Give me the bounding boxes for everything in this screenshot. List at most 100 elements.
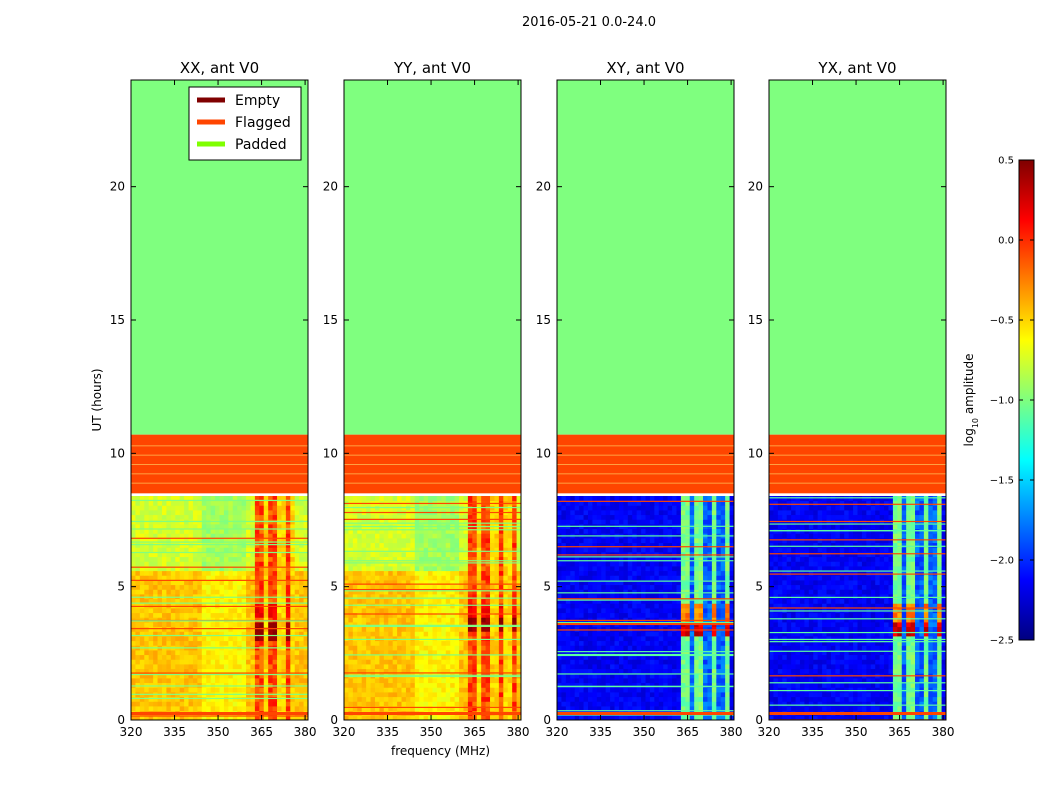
- heat-cell: [587, 692, 593, 698]
- heat-cell: [254, 612, 260, 618]
- heat-cell: [161, 696, 167, 702]
- heat-cell: [210, 706, 216, 712]
- heat-cell: [374, 682, 380, 688]
- heat-cell: [472, 519, 478, 525]
- heat-cell: [481, 654, 486, 660]
- heat-cell: [135, 589, 141, 595]
- heat-cell: [707, 650, 713, 656]
- heat-cell: [210, 687, 216, 693]
- heat-cell: [614, 645, 620, 651]
- heat-cell: [685, 603, 691, 609]
- heat-cell: [405, 538, 411, 544]
- heat-cell: [281, 594, 287, 600]
- heat-cell: [383, 696, 389, 702]
- heat-cell: [392, 570, 398, 576]
- data-line: [344, 613, 521, 615]
- heat-cell: [374, 701, 380, 707]
- heat-cell: [485, 636, 491, 642]
- heat-cell: [184, 650, 189, 656]
- heat-cell: [232, 524, 238, 530]
- heat-cell: [294, 696, 300, 702]
- heat-cell: [219, 547, 225, 553]
- heat-cell: [663, 659, 669, 665]
- heat-cell: [476, 552, 482, 558]
- heat-cell: [210, 510, 216, 516]
- heat-cell: [450, 566, 456, 572]
- heat-cell: [689, 640, 695, 646]
- heat-cell: [161, 533, 167, 539]
- heat-cell: [294, 570, 300, 576]
- heat-cell: [601, 636, 607, 642]
- heat-cell: [423, 626, 429, 632]
- heat-cell: [614, 650, 620, 656]
- heat-cell: [436, 598, 442, 604]
- heat-cell: [720, 701, 726, 707]
- heat-cell: [383, 514, 389, 520]
- heat-cell: [223, 631, 229, 637]
- heat-cell: [676, 678, 682, 684]
- heat-cell: [507, 496, 513, 502]
- heat-cell: [131, 598, 136, 604]
- heat-cell: [507, 706, 513, 712]
- heat-cell: [565, 636, 571, 642]
- heat-cell: [720, 706, 726, 712]
- heat-cell: [481, 701, 486, 707]
- heat-cell: [649, 608, 655, 614]
- heat-cell: [610, 631, 615, 637]
- heat-cell: [161, 496, 167, 502]
- heat-cell: [503, 626, 509, 632]
- heat-cell: [570, 598, 576, 604]
- heat-cell: [680, 612, 686, 618]
- heat-cell: [250, 682, 256, 688]
- heat-cell: [649, 640, 655, 646]
- heat-cell: [290, 584, 296, 590]
- heat-cell: [720, 692, 726, 698]
- heat-cell: [711, 631, 717, 637]
- heat-cell: [512, 547, 517, 553]
- heat-cell: [223, 673, 229, 679]
- heat-cell: [153, 594, 158, 600]
- heat-cell: [144, 556, 150, 562]
- heat-cell: [184, 608, 189, 614]
- heat-cell: [197, 556, 203, 562]
- heat-cell: [352, 528, 358, 534]
- heat-cell: [587, 645, 593, 651]
- heat-cell: [392, 598, 398, 604]
- heat-cell: [219, 556, 225, 562]
- heat-cell: [694, 654, 699, 660]
- heat-cell: [299, 538, 304, 544]
- heat-cell: [410, 575, 416, 581]
- heat-cell: [592, 659, 598, 665]
- heat-cell: [272, 528, 278, 534]
- heat-cell: [623, 706, 629, 712]
- heat-cell: [627, 612, 633, 618]
- heat-cell: [144, 636, 150, 642]
- heat-cell: [720, 650, 726, 656]
- heat-cell: [467, 706, 473, 712]
- heat-cell: [667, 626, 673, 632]
- heat-cell: [485, 603, 491, 609]
- heat-cell: [135, 696, 141, 702]
- flag-stripe: [344, 445, 521, 447]
- heat-cell: [703, 626, 708, 632]
- heat-cell: [401, 696, 407, 702]
- heat-cell: [241, 598, 247, 604]
- heat-cell: [285, 612, 291, 618]
- heat-cell: [632, 692, 638, 698]
- heat-cell: [148, 570, 154, 576]
- heat-cell: [285, 538, 291, 544]
- heat-cell: [494, 654, 500, 660]
- heat-cell: [512, 580, 517, 586]
- heat-cell: [490, 594, 495, 600]
- heat-cell: [184, 500, 189, 506]
- heat-cell: [184, 715, 189, 720]
- heat-cell: [131, 566, 136, 572]
- heat-cell: [223, 566, 229, 572]
- heat-cell: [228, 528, 234, 534]
- heat-cell: [428, 640, 433, 646]
- heat-cell: [370, 528, 376, 534]
- heat-cell: [481, 636, 486, 642]
- heat-cell: [290, 561, 296, 567]
- heat-cell: [397, 519, 402, 525]
- heat-cell: [250, 524, 256, 530]
